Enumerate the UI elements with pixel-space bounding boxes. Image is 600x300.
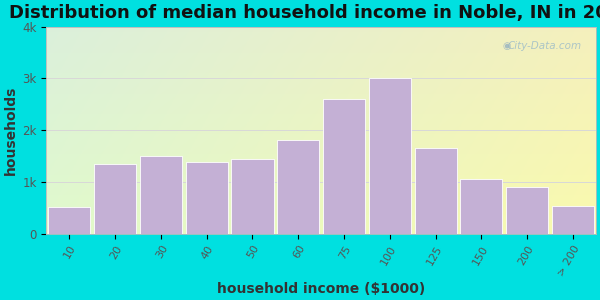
Bar xyxy=(94,164,136,234)
Bar xyxy=(552,206,594,234)
Bar xyxy=(460,179,502,234)
Bar xyxy=(140,156,182,234)
X-axis label: household income ($1000): household income ($1000) xyxy=(217,282,425,296)
Title: Distribution of median household income in Noble, IN in 2021: Distribution of median household income … xyxy=(9,4,600,22)
Bar xyxy=(369,78,411,234)
Bar xyxy=(506,187,548,234)
Bar xyxy=(48,207,91,234)
Y-axis label: households: households xyxy=(4,85,18,175)
Bar xyxy=(185,162,228,234)
Text: ◉: ◉ xyxy=(502,41,511,51)
Bar xyxy=(232,158,274,234)
Bar xyxy=(277,140,319,234)
Bar xyxy=(415,148,457,234)
Text: City-Data.com: City-Data.com xyxy=(508,41,582,51)
Bar xyxy=(323,99,365,234)
